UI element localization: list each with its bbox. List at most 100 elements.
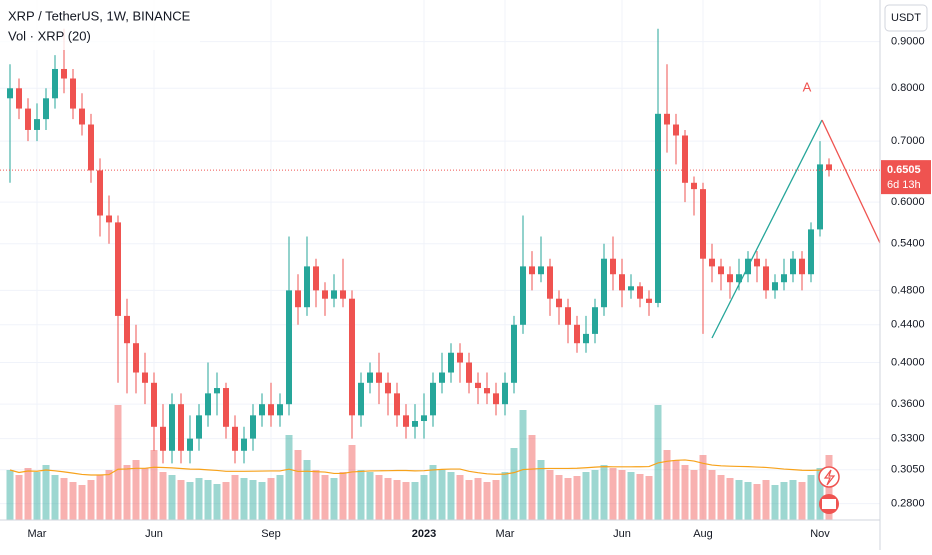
volume-bar — [258, 482, 266, 520]
currency-button[interactable] — [884, 4, 928, 32]
volume-bar — [375, 475, 383, 520]
candle-body — [106, 215, 112, 223]
volume-bar — [582, 472, 590, 520]
legend-bg — [0, 0, 200, 50]
candle-body — [790, 258, 796, 275]
candle-body — [25, 108, 31, 130]
volume-bar — [222, 482, 230, 520]
candle-body — [412, 421, 418, 427]
volume-bar — [510, 448, 518, 520]
candle-body — [322, 290, 328, 299]
drawing-line-down — [821, 119, 881, 244]
candle-body — [61, 68, 67, 79]
volume-bar — [528, 435, 536, 520]
candles — [7, 28, 832, 464]
chart-title: XRP / TetherUS, 1W, BINANCE — [8, 8, 191, 23]
candle-body — [619, 274, 625, 291]
candle-body — [817, 164, 823, 230]
volume-bar — [690, 470, 698, 520]
volume-bar — [555, 475, 563, 520]
volume-pane — [6, 405, 833, 520]
volume-bar — [15, 475, 23, 520]
volume-bar — [681, 465, 689, 520]
volume-bar — [186, 482, 194, 520]
candle-body — [727, 274, 733, 283]
volume-bar — [726, 478, 734, 520]
price-label: 0.6505 — [887, 164, 921, 176]
candle-body — [358, 382, 364, 416]
candle-body — [430, 382, 436, 416]
candle-body — [160, 426, 166, 451]
candle-body — [475, 382, 481, 389]
candle-body — [646, 298, 652, 303]
candle-body — [808, 229, 814, 275]
candle-body — [520, 266, 526, 325]
y-tick-label: 0.2800 — [891, 498, 925, 510]
currency[interactable]: USDT — [891, 12, 921, 24]
volume-bar — [438, 470, 446, 520]
candle-body — [115, 222, 121, 316]
volume-bar — [6, 470, 14, 520]
candle-body — [151, 382, 157, 427]
volume-bar — [816, 468, 824, 520]
volume-bar — [402, 482, 410, 520]
candle-body — [529, 266, 535, 275]
volume-bar — [537, 460, 545, 520]
volume-bar — [636, 474, 644, 520]
candle-body — [628, 286, 634, 291]
volume-bar — [546, 470, 554, 520]
x-tick-label: 2023 — [412, 528, 436, 540]
volume-ma — [9, 459, 830, 476]
volume-bar — [573, 476, 581, 520]
candle-body — [655, 113, 661, 303]
volume-bar — [609, 468, 617, 520]
candle-body — [295, 290, 301, 308]
volume-bar — [384, 478, 392, 520]
volume-bar — [483, 482, 491, 520]
volume-bar — [330, 478, 338, 520]
candle-body — [493, 393, 499, 405]
volume-bar — [231, 475, 239, 520]
volume-bar — [294, 450, 302, 520]
y-axis: 0.9000 0.8000 0.7000 0.6000 0.5400 0.4800 0.44… — [891, 36, 925, 510]
volume-bar — [276, 475, 284, 520]
volume-bar — [771, 485, 779, 520]
volume-bar — [267, 478, 275, 520]
volume-bar — [42, 465, 50, 520]
volume-bar — [708, 470, 716, 520]
volume-bar — [735, 480, 743, 520]
volume-bar — [618, 470, 626, 520]
volume-bar — [303, 460, 311, 520]
candle-body — [97, 170, 103, 216]
y-tick-label: 0.4800 — [891, 284, 925, 296]
candle-body — [466, 362, 472, 383]
candle-body — [187, 438, 193, 451]
volume-bar — [204, 480, 212, 520]
candle-body — [556, 298, 562, 308]
candle-body — [682, 135, 688, 183]
x-tick-label: Nov — [810, 528, 830, 540]
candle-body — [367, 372, 373, 383]
volume-bar — [627, 472, 635, 520]
candle-body — [79, 108, 85, 125]
volume-bar — [357, 470, 365, 520]
x-tick-label: Sep — [261, 528, 281, 540]
volume-bar — [798, 482, 806, 520]
volume-bar — [150, 450, 158, 520]
volume-bar — [249, 480, 257, 520]
event-icon[interactable] — [818, 466, 840, 488]
volume-bar — [672, 460, 680, 520]
volume-bar — [753, 484, 761, 520]
candle-body — [313, 266, 319, 291]
candle-body — [7, 88, 13, 99]
candle-body — [286, 290, 292, 405]
x-tick-label: Aug — [693, 528, 713, 540]
volume-bar — [519, 410, 527, 520]
candle-body — [376, 372, 382, 383]
volume-bar — [492, 480, 500, 520]
volume-bar — [51, 475, 59, 520]
volume-bar — [96, 475, 104, 520]
candle-body — [394, 393, 400, 416]
candle-body — [34, 119, 40, 130]
candle-body — [754, 258, 760, 267]
